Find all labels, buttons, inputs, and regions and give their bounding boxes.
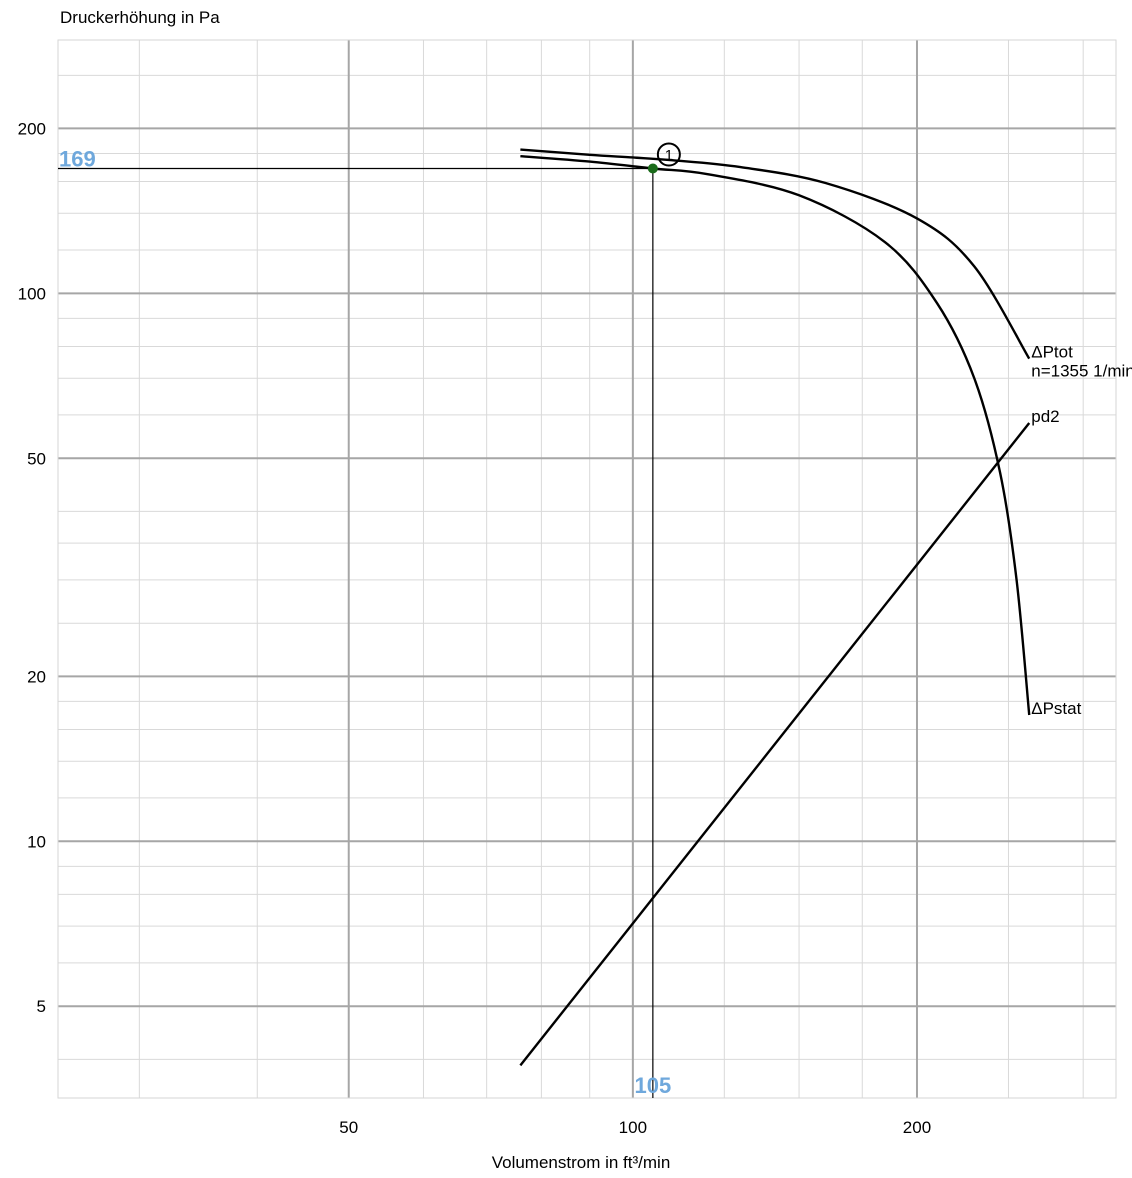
y-axis-title: Druckerhöhung in Pa <box>60 8 220 27</box>
x-tick-label: 200 <box>903 1118 931 1137</box>
y-tick-label: 5 <box>37 997 46 1016</box>
series-label-ptot: ΔPtot <box>1031 343 1073 362</box>
tick-labels: 50 100 200 5 10 20 50 100 200 <box>18 119 932 1137</box>
series-label-pd2: pd2 <box>1031 407 1059 426</box>
operating-point-x-value: 105 <box>635 1073 672 1098</box>
major-gridlines <box>58 40 1116 1098</box>
y-tick-label: 200 <box>18 119 46 138</box>
operating-point-marker-number: 1 <box>665 147 673 164</box>
series-label-ptot: n=1355 1/min <box>1031 362 1132 381</box>
y-tick-label: 20 <box>27 667 46 686</box>
plot-area-frame <box>57 39 1117 1099</box>
series-line-pd2 <box>519 422 1031 1067</box>
operating-point-marker-circle <box>656 142 681 167</box>
y-tick-label: 100 <box>18 284 46 303</box>
operating-point: 1 169 105 <box>59 142 681 1098</box>
series-line-ptot <box>520 148 1031 360</box>
x-tick-label: 50 <box>339 1118 358 1137</box>
minor-gridlines <box>58 40 1116 1098</box>
series-line-pstat <box>520 154 1031 716</box>
operating-point-guides <box>58 167 654 1098</box>
x-tick-label: 100 <box>619 1118 647 1137</box>
series-label-pstat: ΔPstat <box>1031 699 1081 718</box>
operating-point-dot <box>647 163 658 174</box>
y-tick-label: 10 <box>27 832 46 851</box>
operating-point-y-value: 169 <box>59 146 96 171</box>
x-axis-title: Volumenstrom in ft³/min <box>492 1153 671 1172</box>
series-lines <box>519 148 1031 1067</box>
y-tick-label: 50 <box>27 449 46 468</box>
